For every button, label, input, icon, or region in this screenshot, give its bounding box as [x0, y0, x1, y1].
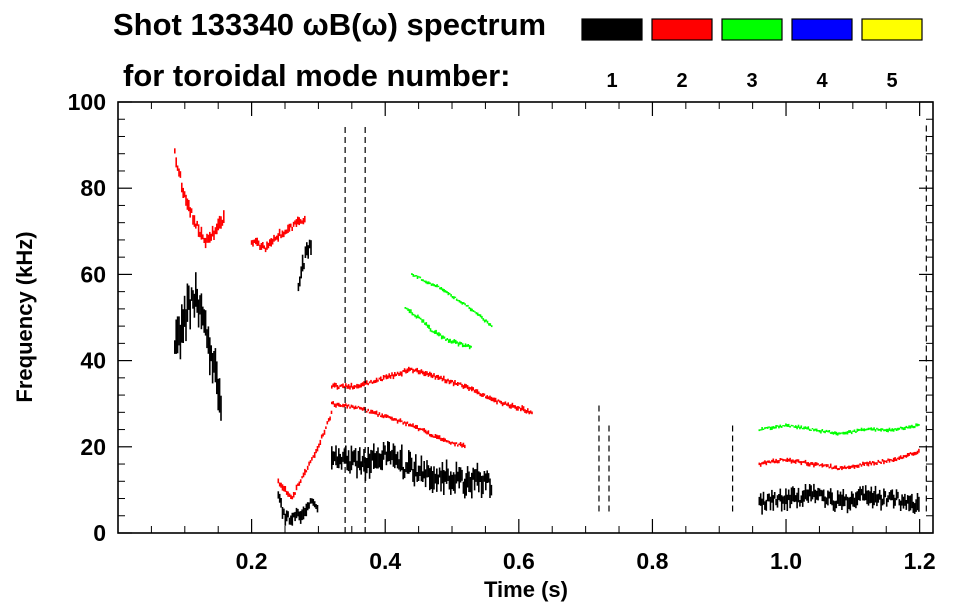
legend-swatch-mode-2: [651, 18, 713, 41]
mode-1-feature-2: [297, 239, 312, 292]
legend-label-mode-2: 2: [676, 70, 687, 92]
chart-title-line2: for toroidal mode number:: [123, 58, 511, 93]
mode-2-feature-5: [174, 148, 225, 249]
mode-2-feature-9: [330, 401, 466, 449]
spectrum-plot: [174, 123, 927, 533]
x-axis-label: Time (s): [484, 577, 568, 602]
mode-2-feature-6: [250, 215, 306, 253]
legend-swatch-mode-4: [791, 18, 853, 41]
mode-2-feature-10: [758, 448, 920, 471]
x-tick-label: 0.2: [236, 548, 268, 574]
y-tick-label: 0: [93, 520, 106, 546]
mode-3-feature-13: [758, 423, 920, 436]
legend-label-mode-5: 5: [886, 70, 897, 92]
x-tick-label: 0.8: [636, 548, 668, 574]
mode-3-feature-11: [404, 307, 472, 350]
x-tick-label: 0.4: [369, 548, 401, 574]
axes: 0.2 0.4 0.6 0.8 1.0 1.2 0 20 40 60 80 100: [68, 89, 936, 574]
y-tick-label: 40: [80, 348, 106, 374]
legend-swatch-mode-5: [861, 18, 923, 41]
y-tick-label: 20: [80, 434, 106, 460]
legend-label-mode-1: 1: [606, 70, 617, 92]
legend-swatch-mode-3: [721, 18, 783, 41]
mode-1-feature-1: [277, 491, 319, 526]
mode-2-feature-8: [330, 366, 533, 415]
x-tick-label: 1.0: [770, 548, 802, 574]
legend-swatch-mode-1: [581, 18, 643, 41]
y-tick-label: 80: [80, 175, 106, 201]
mode-1-feature-4: [758, 483, 920, 515]
x-tick-label: 0.6: [503, 548, 535, 574]
y-tick-label: 100: [68, 89, 106, 115]
mode-3-feature-12: [411, 273, 493, 328]
legend-label-mode-4: 4: [816, 70, 828, 92]
plot-frame: [117, 101, 934, 534]
y-tick-label: 60: [80, 261, 106, 287]
x-tick-label: 1.2: [904, 548, 936, 574]
chart-title-line1: Shot 133340 ωB(ω) spectrum: [113, 7, 546, 42]
legend-label-mode-3: 3: [746, 70, 757, 92]
mode-2-feature-7: [277, 410, 333, 500]
mode-1-feature-3: [330, 441, 493, 499]
y-axis-label: Frequency (kHz): [12, 231, 37, 402]
mode-1-feature-0: [174, 272, 222, 421]
legend: 1 2 3 4 5: [581, 18, 923, 92]
